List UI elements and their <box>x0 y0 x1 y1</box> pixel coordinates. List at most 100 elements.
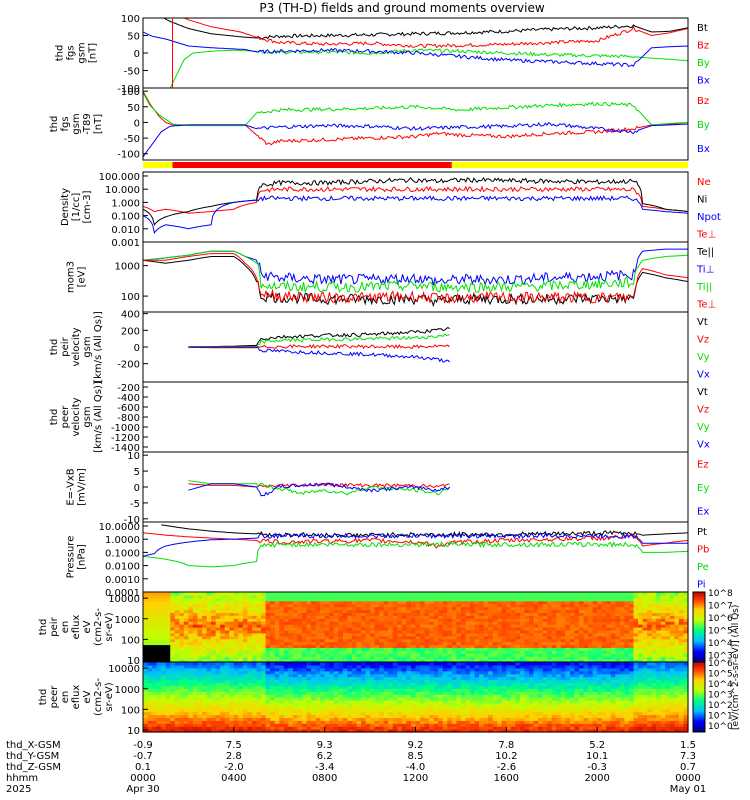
spectrogram-cell <box>638 653 644 657</box>
spectrogram-cell <box>233 635 239 640</box>
spectrogram-cell <box>170 597 176 602</box>
spectrogram-cell <box>538 644 544 649</box>
spectrogram-cell <box>615 592 621 596</box>
spectrogram-cell <box>274 702 280 707</box>
spectrogram-cell <box>574 618 580 622</box>
spectrogram-cell <box>547 618 553 622</box>
spectrogram-cell <box>215 711 221 716</box>
spectrogram-cell <box>197 618 203 622</box>
spectrogram-cell <box>460 632 467 637</box>
spectrogram-cell <box>533 597 539 602</box>
spectrogram-cell <box>147 662 153 666</box>
spectrogram-cell <box>560 594 566 599</box>
legend-Vt: Vt <box>697 387 708 398</box>
spectrogram-cell <box>583 597 589 602</box>
spectrogram-cell <box>197 600 203 605</box>
spectrogram-cell <box>669 627 675 631</box>
spectrogram-cell <box>401 621 408 625</box>
spectrogram-cell <box>442 694 448 698</box>
spectrogram-cell <box>211 656 217 660</box>
spectrogram-cell <box>356 592 362 596</box>
spectrogram-cell <box>301 729 308 733</box>
spectrogram-cell <box>456 717 462 721</box>
spectrogram-cell <box>497 600 503 605</box>
spectrogram-cell <box>647 653 653 657</box>
spectrogram-cell <box>597 644 603 649</box>
spectrogram-cell <box>161 673 167 678</box>
spectrogram-cell <box>406 594 412 599</box>
spectrogram-cell <box>220 723 226 727</box>
y-axis-label-line: peir <box>60 336 71 356</box>
spectrogram-cell <box>569 592 576 596</box>
spectrogram-cell <box>506 624 512 628</box>
spectrogram-cell <box>306 594 312 599</box>
spectrogram-cell <box>401 647 408 651</box>
spectrogram-cell <box>306 618 312 622</box>
spectrogram-cell <box>592 600 598 605</box>
spectrogram-cell <box>451 685 457 689</box>
spectrogram-cell <box>229 592 235 596</box>
spectrogram-cell <box>533 609 539 614</box>
spectrogram-cell <box>374 682 380 686</box>
spectrogram-cell <box>583 624 589 628</box>
y-tick-label: 100 <box>121 292 140 303</box>
spectrogram-cell <box>379 691 385 695</box>
spectrogram-cell <box>433 691 439 695</box>
spectrogram-cell <box>306 726 312 730</box>
spectrogram-cell <box>492 600 498 605</box>
spectrogram-cell <box>338 615 344 619</box>
spectrogram-cell <box>247 592 253 596</box>
spectrogram-cell <box>143 653 149 657</box>
spectrogram-cell <box>420 627 426 631</box>
spectrogram-cell <box>401 612 408 616</box>
spectrogram-cell <box>261 609 267 614</box>
spectrogram-cell <box>288 720 294 724</box>
spectrogram-cell <box>651 594 657 599</box>
spectrogram-cell <box>233 597 239 602</box>
spectrogram-cell <box>519 632 526 637</box>
spectrogram-cell <box>660 615 666 619</box>
spectrogram-cell <box>392 594 398 599</box>
spectrogram-cell <box>433 694 439 698</box>
spectrogram-cell <box>192 699 199 704</box>
spectrogram-cell <box>311 621 317 625</box>
spectrogram-cell <box>297 629 303 634</box>
spectrogram-cell <box>533 650 539 654</box>
spectrogram-cell <box>542 603 548 608</box>
spectrogram-cell <box>256 729 262 733</box>
spectrogram-cell <box>156 629 162 634</box>
spectrogram-cell <box>433 609 439 614</box>
spectrogram-cell <box>401 644 408 649</box>
spectrogram-cell <box>179 673 185 678</box>
spectrogram-cell <box>383 635 389 640</box>
spectrogram-cell <box>315 653 321 657</box>
spectrogram-cell <box>669 597 675 602</box>
spectrogram-cell <box>288 688 294 692</box>
spectrogram-cell <box>329 705 335 710</box>
spectrogram-cell <box>665 594 671 599</box>
spectrogram-cell <box>270 676 276 681</box>
spectrogram-cell <box>560 592 566 596</box>
spectrogram-cell <box>497 688 503 692</box>
spectrogram-cell <box>233 600 239 605</box>
spectrogram-cell <box>315 662 321 666</box>
spectrogram-cell <box>569 618 576 622</box>
spectrogram-cell <box>270 708 276 713</box>
spectrogram-cell <box>678 638 685 643</box>
spectrogram-cell <box>197 726 203 730</box>
spectrogram-cell <box>660 618 666 622</box>
spectrogram-cell <box>329 667 335 672</box>
spectrogram-cell <box>410 629 417 634</box>
spectrogram-cell <box>401 723 408 727</box>
spectrogram-cell <box>202 609 208 614</box>
spectrogram-cell <box>415 644 421 649</box>
spectrogram-cell <box>501 606 507 611</box>
spectrogram-cell <box>324 594 330 599</box>
spectrogram-cell <box>188 644 194 649</box>
spectrogram-cell <box>170 726 176 730</box>
spectrogram-cell <box>147 627 153 631</box>
y-tick-label: 1.000 <box>111 198 140 209</box>
spectrogram-cell <box>165 641 171 646</box>
spectrogram-cell <box>479 723 485 727</box>
